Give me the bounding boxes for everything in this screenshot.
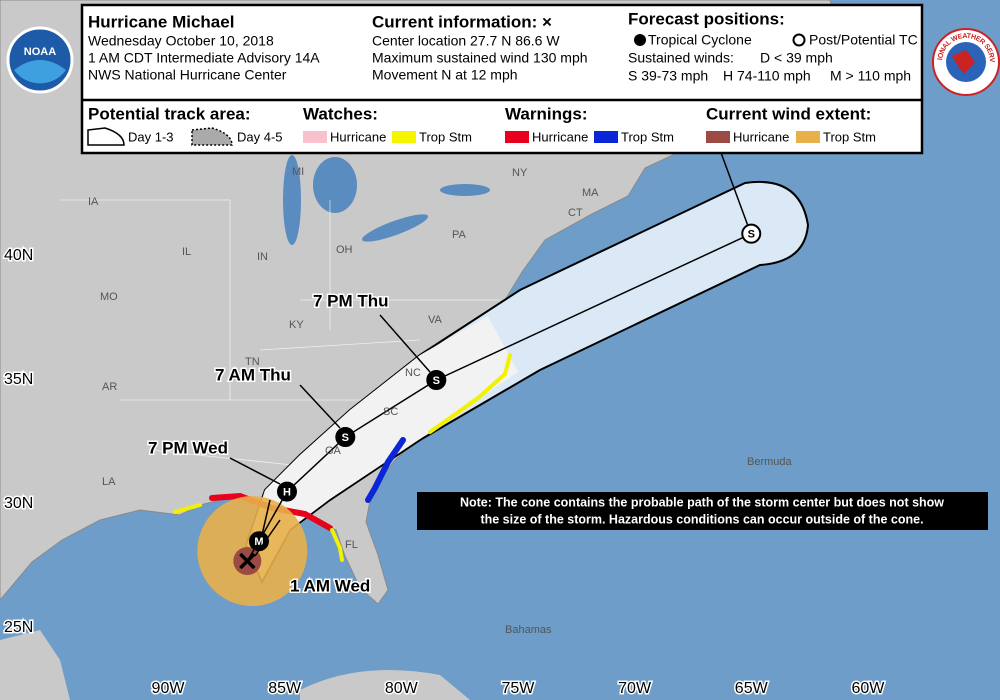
- region-label: MI: [292, 166, 304, 178]
- legend-label: Day 4-5: [237, 129, 283, 144]
- region-label: MO: [100, 291, 118, 303]
- time-label: 7 PM Thu: [313, 291, 389, 310]
- legend-label: Day 1-3: [128, 129, 174, 144]
- time-label: 7 AM Thu: [215, 365, 291, 384]
- lat-label: 30N: [4, 495, 33, 512]
- lat-label: 35N: [4, 371, 33, 388]
- header-line: 1 AM CDT Intermediate Advisory 14A: [88, 50, 320, 66]
- legend-label: Post/Potential TC: [809, 32, 918, 48]
- forecast-point: [335, 427, 356, 448]
- section-title: Current wind extent:: [706, 104, 871, 123]
- note: Note: The cone contains the probable pat…: [460, 495, 944, 509]
- legend-label: Hurricane: [733, 129, 789, 144]
- lon-label: 80W: [385, 680, 419, 697]
- legend-label: M > 110 mph: [830, 68, 911, 84]
- region-label: KY: [289, 319, 304, 331]
- region-label: AR: [102, 381, 117, 393]
- region-labels: MI NY MA CT IA IL IN OH PA MO KY VA TN N…: [88, 166, 793, 636]
- region-label: Bahamas: [505, 624, 552, 636]
- region-label: NC: [405, 367, 421, 379]
- legend-label: S 39-73 mph: [628, 68, 708, 84]
- info-line: Movement N at 12 mph: [372, 67, 518, 83]
- forecast-letter: S: [342, 432, 349, 444]
- section-title: Watches:: [303, 104, 378, 123]
- region-label: SC: [383, 406, 398, 418]
- legend-label: Tropical Cyclone: [648, 32, 752, 48]
- lat-label: 25N: [4, 619, 33, 636]
- region-label: PA: [452, 229, 467, 241]
- lon-label: 90W: [152, 680, 186, 697]
- lon-label: 65W: [735, 680, 769, 697]
- info-line: Maximum sustained wind 130 mph: [372, 50, 588, 66]
- region-label: IL: [182, 246, 191, 258]
- region-label: NY: [512, 167, 528, 179]
- land: [0, 630, 70, 700]
- section-title: Forecast positions:: [628, 9, 785, 28]
- region-label: CT: [568, 207, 583, 219]
- time-label: 1 AM Wed: [290, 576, 370, 595]
- lon-label: 60W: [851, 680, 885, 697]
- note-box: [417, 492, 988, 530]
- lon-label: 85W: [268, 680, 302, 697]
- legend-label: Trop Stm: [621, 129, 674, 144]
- legend-label: Hurricane: [532, 129, 588, 144]
- region-label: MA: [582, 187, 599, 199]
- forecast-point: [276, 481, 297, 502]
- header-line: NWS National Hurricane Center: [88, 67, 287, 83]
- lon-label: 75W: [501, 680, 535, 697]
- note: the size of the storm. Hazardous conditi…: [480, 512, 923, 526]
- legend-label: Trop Stm: [823, 129, 876, 144]
- cone-day-1-3: [247, 316, 518, 580]
- region-label: TN: [245, 356, 260, 368]
- forecast-point: [426, 370, 447, 390]
- region-label: IA: [88, 196, 99, 208]
- forecast-point: [741, 223, 762, 244]
- section-title: Warnings:: [505, 104, 587, 123]
- region-label: Bermuda: [747, 456, 793, 468]
- region-label: LA: [102, 476, 116, 488]
- section-title: Potential track area:: [88, 104, 251, 123]
- legend-label: Sustained winds:: [628, 50, 734, 66]
- info-line: Center location 27.7 N 86.6 W: [372, 33, 560, 49]
- header-line: Wednesday October 10, 2018: [88, 33, 274, 49]
- time-leaders: [229, 149, 749, 557]
- land: [300, 670, 470, 700]
- forecast-letter: H: [283, 487, 291, 499]
- legend-label: Trop Stm: [419, 129, 472, 144]
- region-label: FL: [345, 539, 358, 551]
- region-label: GA: [325, 445, 342, 457]
- header: Hurricane Michael Wednesday October 10, …: [80, 3, 924, 155]
- lat-label: 40N: [4, 247, 33, 264]
- track: M H S S S: [239, 223, 762, 570]
- region-label: OH: [336, 244, 353, 256]
- time-label: 7 PM Wed: [148, 438, 228, 457]
- logo-text: NOAA: [24, 46, 56, 58]
- region-label: IN: [257, 251, 268, 263]
- section-title: Current information: ×: [372, 12, 552, 31]
- state-borders: [60, 199, 500, 471]
- forecast-letter: S: [433, 375, 440, 387]
- lon-label: 70W: [618, 680, 652, 697]
- axis-labels: 40N 35N 30N 25N 90W 85W 80W 75W 70W 65W 60W: [3, 246, 887, 699]
- legend-label: H 74-110 mph: [723, 68, 811, 84]
- forecast-letter: M: [254, 536, 263, 548]
- cone-day-4-5: [244, 180, 810, 585]
- legend-label: D < 39 mph: [760, 50, 833, 66]
- noaa-logo: NOAA: [6, 26, 74, 94]
- current-center: [239, 552, 256, 570]
- legend-label: Hurricane: [330, 129, 386, 144]
- forecast-letter: S: [748, 229, 755, 241]
- storm-title: Hurricane Michael: [88, 12, 234, 31]
- region-label: VA: [428, 314, 443, 326]
